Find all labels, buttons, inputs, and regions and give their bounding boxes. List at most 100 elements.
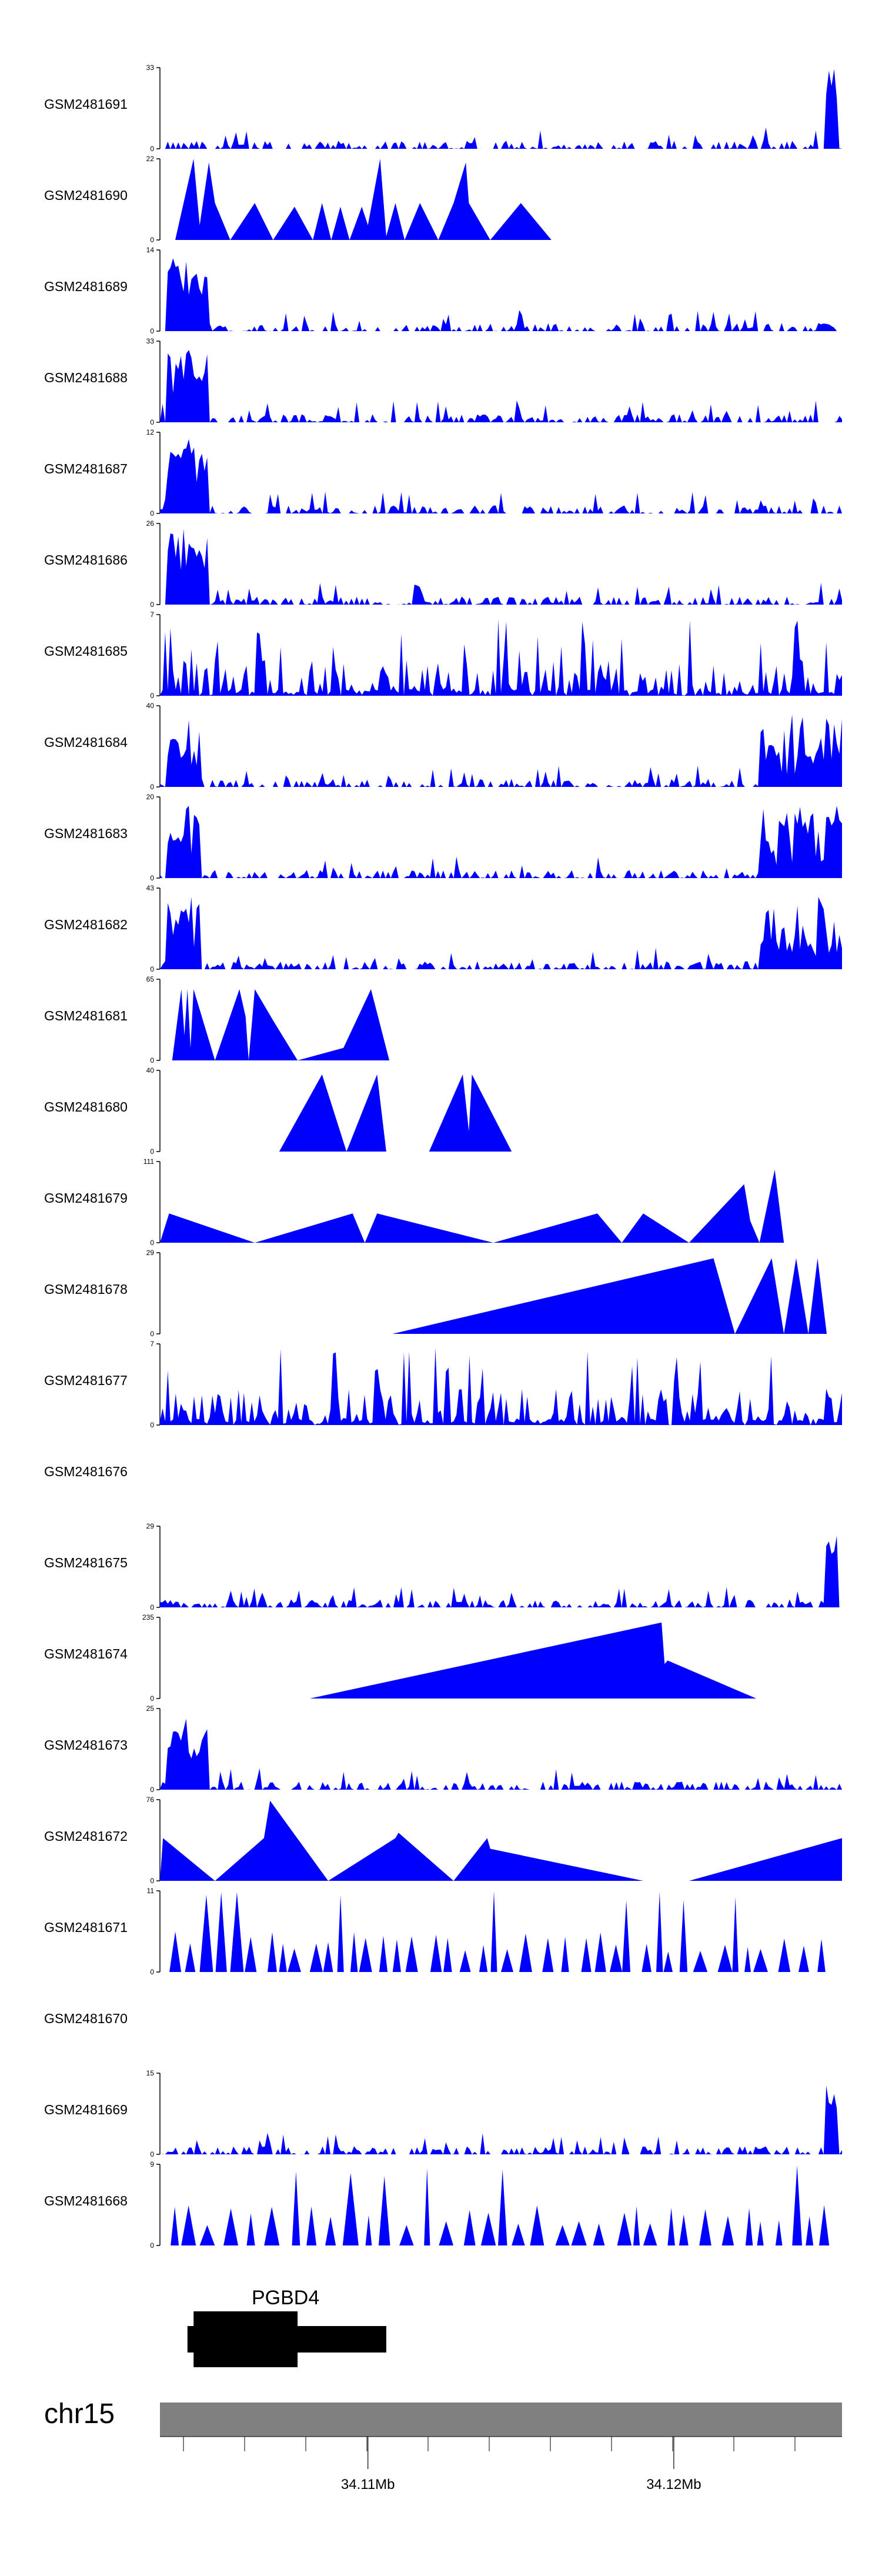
- y-tick-label: 11: [147, 1887, 155, 1895]
- axis-ticks: 34.11Mb 34.12Mb: [160, 2436, 842, 2492]
- gene-label: PGBD4: [252, 2287, 319, 2309]
- y-tick-label: 0: [150, 145, 154, 153]
- y-tick-label: 0: [150, 1147, 154, 1156]
- coverage-tracks: GSM2481691330GSM2481690220GSM2481689140G…: [44, 64, 842, 2250]
- coverage-area: [160, 1536, 842, 1607]
- y-tick-label: 0: [150, 1239, 154, 1247]
- track-GSM2481674: GSM2481674 235 0: [44, 1613, 757, 1703]
- y-tick-label: 0: [150, 2150, 154, 2158]
- y-tick-label: 29: [146, 1522, 155, 1530]
- y-tick-label: 0: [150, 1968, 154, 1976]
- y-tick-label: 40: [146, 702, 155, 710]
- coverage-area: [175, 159, 552, 240]
- track-label: GSM2481684: [44, 735, 128, 750]
- y-tick-label: 111: [143, 1157, 155, 1166]
- coverage-area: [165, 2165, 830, 2245]
- track-label: GSM2481670: [44, 2011, 128, 2026]
- y-tick-label: 12: [146, 428, 155, 436]
- y-tick-label: 0: [150, 874, 154, 882]
- track-label: GSM2481671: [44, 1920, 128, 1935]
- track-GSM2481679: GSM2481679 111 0: [44, 1157, 784, 1247]
- coverage-area: [160, 350, 842, 422]
- track-GSM2481680: GSM2481680 40 0: [44, 1066, 512, 1156]
- y-tick-label: 65: [146, 975, 155, 983]
- track-GSM2481682: GSM2481682 43 0: [44, 884, 842, 973]
- track-GSM2481690: GSM2481690 22 0: [44, 155, 552, 244]
- track-label: GSM2481674: [44, 1646, 128, 1661]
- y-tick-label: 33: [146, 337, 155, 345]
- y-tick-label: 0: [150, 236, 154, 244]
- y-tick-label: 0: [150, 1786, 154, 1794]
- coverage-area: [392, 1258, 827, 1334]
- y-tick-label: 9: [150, 2160, 154, 2168]
- y-tick-label: 0: [150, 2241, 154, 2250]
- track-GSM2481673: GSM2481673 25 0: [44, 1704, 842, 1794]
- track-GSM2481689: GSM2481689 14 0: [44, 246, 842, 335]
- track-label: GSM2481676: [44, 1464, 128, 1479]
- track-label: GSM2481683: [44, 826, 128, 841]
- track-GSM2481684: GSM2481684 40 0: [44, 702, 842, 791]
- y-tick-label: 0: [150, 1603, 154, 1611]
- y-tick-label: 0: [150, 965, 154, 973]
- coverage-area: [160, 1719, 842, 1790]
- y-tick-label: 0: [150, 1694, 154, 1703]
- y-tick-label: 15: [146, 2069, 155, 2077]
- track-label: GSM2481686: [44, 552, 128, 568]
- track-label: GSM2481689: [44, 279, 128, 294]
- y-tick-label: 0: [150, 1330, 154, 1338]
- y-tick-label: 0: [150, 327, 154, 335]
- y-tick-label: 7: [150, 1340, 154, 1348]
- coverage-area: [160, 714, 842, 787]
- y-tick-label: 0: [150, 1877, 154, 1885]
- track-label: GSM2481680: [44, 1099, 128, 1115]
- y-tick-label: 25: [146, 1704, 155, 1713]
- track-GSM2481691: GSM2481691 33 0: [44, 64, 842, 153]
- track-GSM2481681: GSM2481681 65 0: [44, 975, 390, 1065]
- track-label: GSM2481682: [44, 917, 128, 932]
- track-label: GSM2481691: [44, 96, 128, 112]
- y-tick-label: 0: [150, 418, 154, 426]
- track-GSM2481677: GSM2481677 7 0: [44, 1340, 842, 1429]
- track-label: GSM2481681: [44, 1008, 128, 1023]
- x-tick-label: 34.11Mb: [341, 2477, 395, 2492]
- chromosome-label: chr15: [44, 2398, 115, 2430]
- track-label: GSM2481673: [44, 1737, 128, 1753]
- coverage-area: [160, 258, 842, 331]
- track-GSM2481675: GSM2481675 29 0: [44, 1522, 842, 1611]
- track-GSM2481668: GSM2481668 9 0: [44, 2160, 830, 2250]
- track-GSM2481688: GSM2481688 33 0: [44, 337, 842, 426]
- coverage-area: [160, 619, 842, 696]
- y-tick-label: 33: [146, 64, 155, 72]
- track-label: GSM2481688: [44, 370, 128, 385]
- y-tick-label: 0: [150, 509, 154, 518]
- track-label: GSM2481669: [44, 2102, 128, 2117]
- coverage-area: [160, 69, 842, 149]
- track-GSM2481671: GSM2481671 11 0: [44, 1887, 826, 1976]
- coverage-area: [160, 439, 842, 513]
- y-tick-label: 40: [146, 1066, 155, 1075]
- coverage-area: [279, 1074, 512, 1152]
- y-tick-label: 0: [150, 783, 154, 791]
- coverage-area: [160, 897, 842, 969]
- y-tick-label: 26: [146, 519, 155, 528]
- y-tick-label: 0: [150, 692, 154, 700]
- coverage-area: [160, 1347, 842, 1425]
- coverage-area: [163, 1891, 826, 1972]
- coverage-area: [160, 1800, 842, 1881]
- track-label: GSM2481672: [44, 1828, 128, 1844]
- y-tick-label: 235: [142, 1613, 154, 1621]
- y-tick-label: 7: [150, 610, 154, 619]
- track-label: GSM2481668: [44, 2193, 128, 2208]
- track-GSM2481670: GSM2481670: [44, 2011, 128, 2026]
- coverage-area: [160, 1169, 784, 1243]
- gene-track: PGBD4: [187, 2287, 386, 2367]
- track-GSM2481685: GSM2481685 7 0: [44, 610, 842, 700]
- track-label: GSM2481678: [44, 1282, 128, 1297]
- x-tick-label: 34.12Mb: [646, 2477, 701, 2492]
- track-label: GSM2481685: [44, 643, 128, 659]
- y-tick-label: 43: [146, 884, 155, 892]
- coverage-area: [172, 989, 390, 1060]
- track-GSM2481686: GSM2481686 26 0: [44, 519, 842, 609]
- chromosome-ideogram: [160, 2403, 842, 2437]
